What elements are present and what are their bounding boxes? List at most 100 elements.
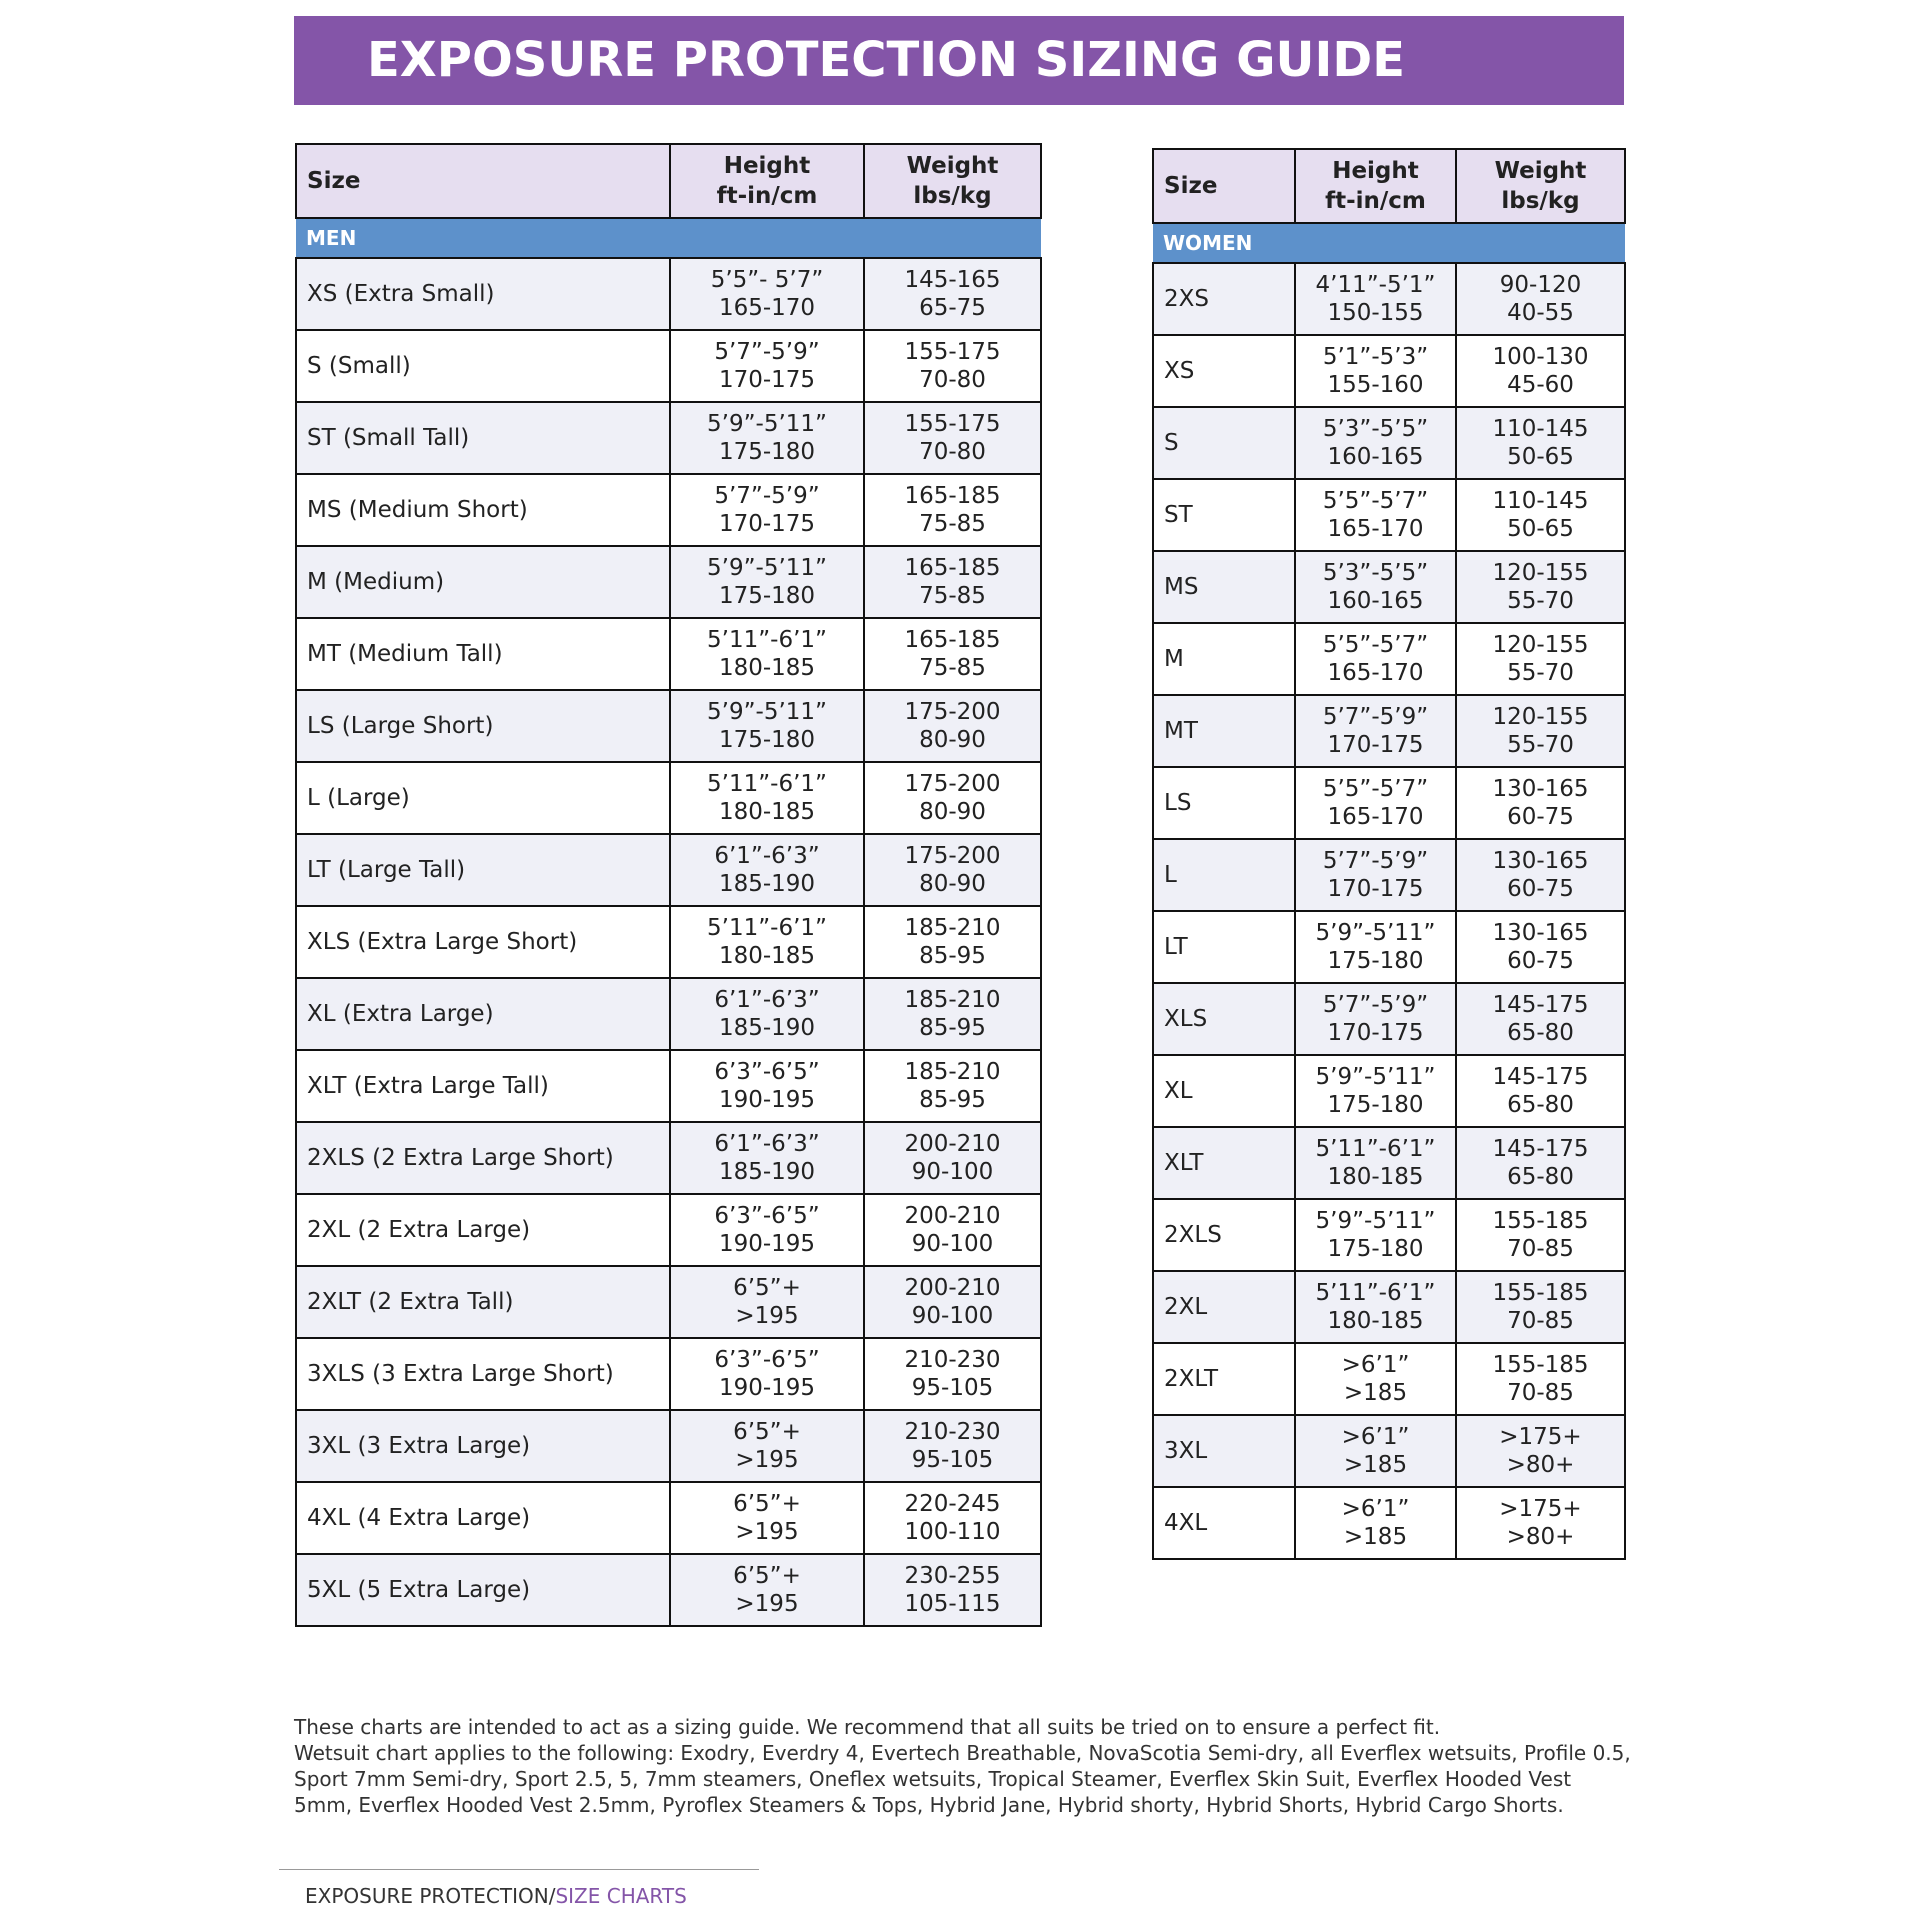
weight-cell: 185-210 85-95 <box>863 1049 1042 1123</box>
height-cell: >6’1” >185 <box>1294 1342 1457 1416</box>
size-row: XL (Extra Large) 6’1”-6’3” 185-190 185-210 8… <box>295 977 1042 1051</box>
size-cell: MT (Medium Tall) <box>295 617 671 691</box>
size-row: LT (Large Tall) 6’1”-6’3” 185-190 175-200 80… <box>295 833 1042 907</box>
cell-line: 70-80 <box>919 439 986 465</box>
cell-line: 145-175 <box>1492 1136 1589 1162</box>
height-cell: >6’1” >185 <box>1294 1486 1457 1560</box>
cell-line: 55-70 <box>1507 588 1574 614</box>
size-row: ST (Small Tall) 5’9”-5’11” 175-180 155-175 7… <box>295 401 1042 475</box>
cell-line: 220-245 <box>904 1491 1001 1517</box>
weight-cell: 175-200 80-90 <box>863 761 1042 835</box>
weight-cell: 210-230 95-105 <box>863 1409 1042 1483</box>
table-body: Size Height ft-in/cm Weight lbs/kg WOMEN 2XS 4’… <box>1152 148 1626 1560</box>
size-cell: 3XL <box>1152 1414 1296 1488</box>
height-cell: 5’11”-6’1” 180-185 <box>669 617 865 691</box>
height-cell: 6’5”+ >195 <box>669 1553 865 1627</box>
size-cell: XLS <box>1152 982 1296 1056</box>
size-row: XLT (Extra Large Tall) 6’3”-6’5” 190-195 18… <box>295 1049 1042 1123</box>
breadcrumb-page[interactable]: SIZE CHARTS <box>555 1884 687 1908</box>
size-row: 2XLS 5’9”-5’11” 175-180 155-185 70-85 <box>1152 1198 1626 1272</box>
size-row: 4XL (4 Extra Large) 6’5”+ >195 220-245 100-1… <box>295 1481 1042 1555</box>
cell-line: 75-85 <box>919 583 986 609</box>
cell-line: 105-115 <box>904 1591 1001 1617</box>
size-row: L (Large) 5’11”-6’1” 180-185 175-200 80-90 <box>295 761 1042 835</box>
cell-line: 165-185 <box>904 627 1001 653</box>
cell-line: 185-190 <box>718 871 816 897</box>
height-cell: 6’3”-6’5” 190-195 <box>669 1337 865 1411</box>
cell-line: >80+ <box>1506 1524 1575 1550</box>
weight-cell: 165-185 75-85 <box>863 617 1042 691</box>
weight-cell: 155-185 70-85 <box>1455 1342 1626 1416</box>
cell-line: 55-70 <box>1507 732 1574 758</box>
cell-line: 60-75 <box>1507 876 1574 902</box>
cell-line: 145-165 <box>904 267 1001 293</box>
cell-line: 185-210 <box>904 987 1001 1013</box>
size-row: 2XL (2 Extra Large) 6’3”-6’5” 190-195 200-2… <box>295 1193 1042 1267</box>
weight-cell: 155-175 70-80 <box>863 401 1042 475</box>
cell-line: 170-175 <box>1327 1020 1424 1046</box>
cell-line: 155-185 <box>1492 1352 1589 1378</box>
cell-line: 175-200 <box>904 771 1001 797</box>
cell-line: 6’5”+ <box>733 1275 801 1301</box>
height-cell: 4’11”-5’1” 150-155 <box>1294 262 1457 336</box>
size-cell: ST (Small Tall) <box>295 401 671 475</box>
cell-line: 155-175 <box>904 411 1001 437</box>
cell-line: 5’5”-5’7” <box>1322 632 1429 658</box>
cell-line: >195 <box>735 1591 799 1617</box>
cell-line: 100-130 <box>1492 344 1589 370</box>
size-row: XL 5’9”-5’11” 175-180 145-175 65-80 <box>1152 1054 1626 1128</box>
cell-line: 5’9”-5’11” <box>707 699 827 725</box>
cell-line: 5’11”-6’1” <box>707 771 827 797</box>
size-cell: 2XL (2 Extra Large) <box>295 1193 671 1267</box>
size-cell: XLT (Extra Large Tall) <box>295 1049 671 1123</box>
weight-cell: 130-165 60-75 <box>1455 838 1626 912</box>
cell-line: >185 <box>1343 1452 1408 1478</box>
size-cell: XL (Extra Large) <box>295 977 671 1051</box>
cell-line: >195 <box>735 1519 799 1545</box>
cell-line: 185-210 <box>904 915 1001 941</box>
cell-line: 180-185 <box>718 655 816 681</box>
breadcrumb: EXPOSURE PROTECTION/SIZE CHARTS <box>279 1869 759 1908</box>
cell-line: 120-155 <box>1492 704 1589 730</box>
size-cell: M (Medium) <box>295 545 671 619</box>
cell-line: 70-85 <box>1507 1236 1574 1262</box>
weight-cell: 110-145 50-65 <box>1455 406 1626 480</box>
size-row: LS 5’5”-5’7” 165-170 130-165 60-75 <box>1152 766 1626 840</box>
height-cell: 6’5”+ >195 <box>669 1409 865 1483</box>
size-row: 2XLT (2 Extra Tall) 6’5”+ >195 200-210 90-10… <box>295 1265 1042 1339</box>
size-row: 3XLS (3 Extra Large Short) 6’3”-6’5” 190-1… <box>295 1337 1042 1411</box>
height-cell: 5’5”-5’7” 165-170 <box>1294 766 1457 840</box>
section-cell: WOMEN <box>1153 222 1625 264</box>
size-row: S (Small) 5’7”-5’9” 170-175 155-175 70-80 <box>295 329 1042 403</box>
height-cell: 5’11”-6’1” 180-185 <box>1294 1270 1457 1344</box>
size-row: 2XS 4’11”-5’1” 150-155 90-120 40-55 <box>1152 262 1626 336</box>
height-cell: 5’5”-5’7” 165-170 <box>1294 622 1457 696</box>
cell-line: 55-70 <box>1507 660 1574 686</box>
cell-line: Weight <box>1494 158 1587 184</box>
cell-line: 5’5”- 5’7” <box>710 267 824 293</box>
weight-cell: 155-185 70-85 <box>1455 1198 1626 1272</box>
cell-line: 175-200 <box>904 699 1001 725</box>
size-row: 2XLS (2 Extra Large Short) 6’1”-6’3” 185-1… <box>295 1121 1042 1195</box>
cell-line: 5’7”-5’9” <box>714 483 820 509</box>
size-row: M 5’5”-5’7” 165-170 120-155 55-70 <box>1152 622 1626 696</box>
footnote-line: These charts are intended to act as a si… <box>294 1715 1441 1739</box>
weight-cell: 175-200 80-90 <box>863 689 1042 763</box>
size-cell: XL <box>1152 1054 1296 1128</box>
weight-cell: 145-165 65-75 <box>863 257 1042 331</box>
cell-line: 85-95 <box>919 1087 986 1113</box>
cell-line: 6’1”-6’3” <box>714 1131 820 1157</box>
footnote: These charts are intended to act as a si… <box>294 1714 1634 1818</box>
cell-line: >6’1” <box>1341 1496 1410 1522</box>
height-cell: 5’11”-6’1” 180-185 <box>669 905 865 979</box>
cell-line: 110-145 <box>1492 416 1589 442</box>
cell-line: 160-165 <box>1327 588 1424 614</box>
weight-cell: >175+ >80+ <box>1455 1486 1626 1560</box>
size-cell: LT <box>1152 910 1296 984</box>
cell-line: 155-175 <box>904 339 1001 365</box>
cell-line: 50-65 <box>1507 516 1574 542</box>
size-cell: 3XLS (3 Extra Large Short) <box>295 1337 671 1411</box>
cell-line: >175+ <box>1499 1496 1582 1522</box>
weight-cell: 175-200 80-90 <box>863 833 1042 907</box>
cell-line: 65-75 <box>919 295 986 321</box>
